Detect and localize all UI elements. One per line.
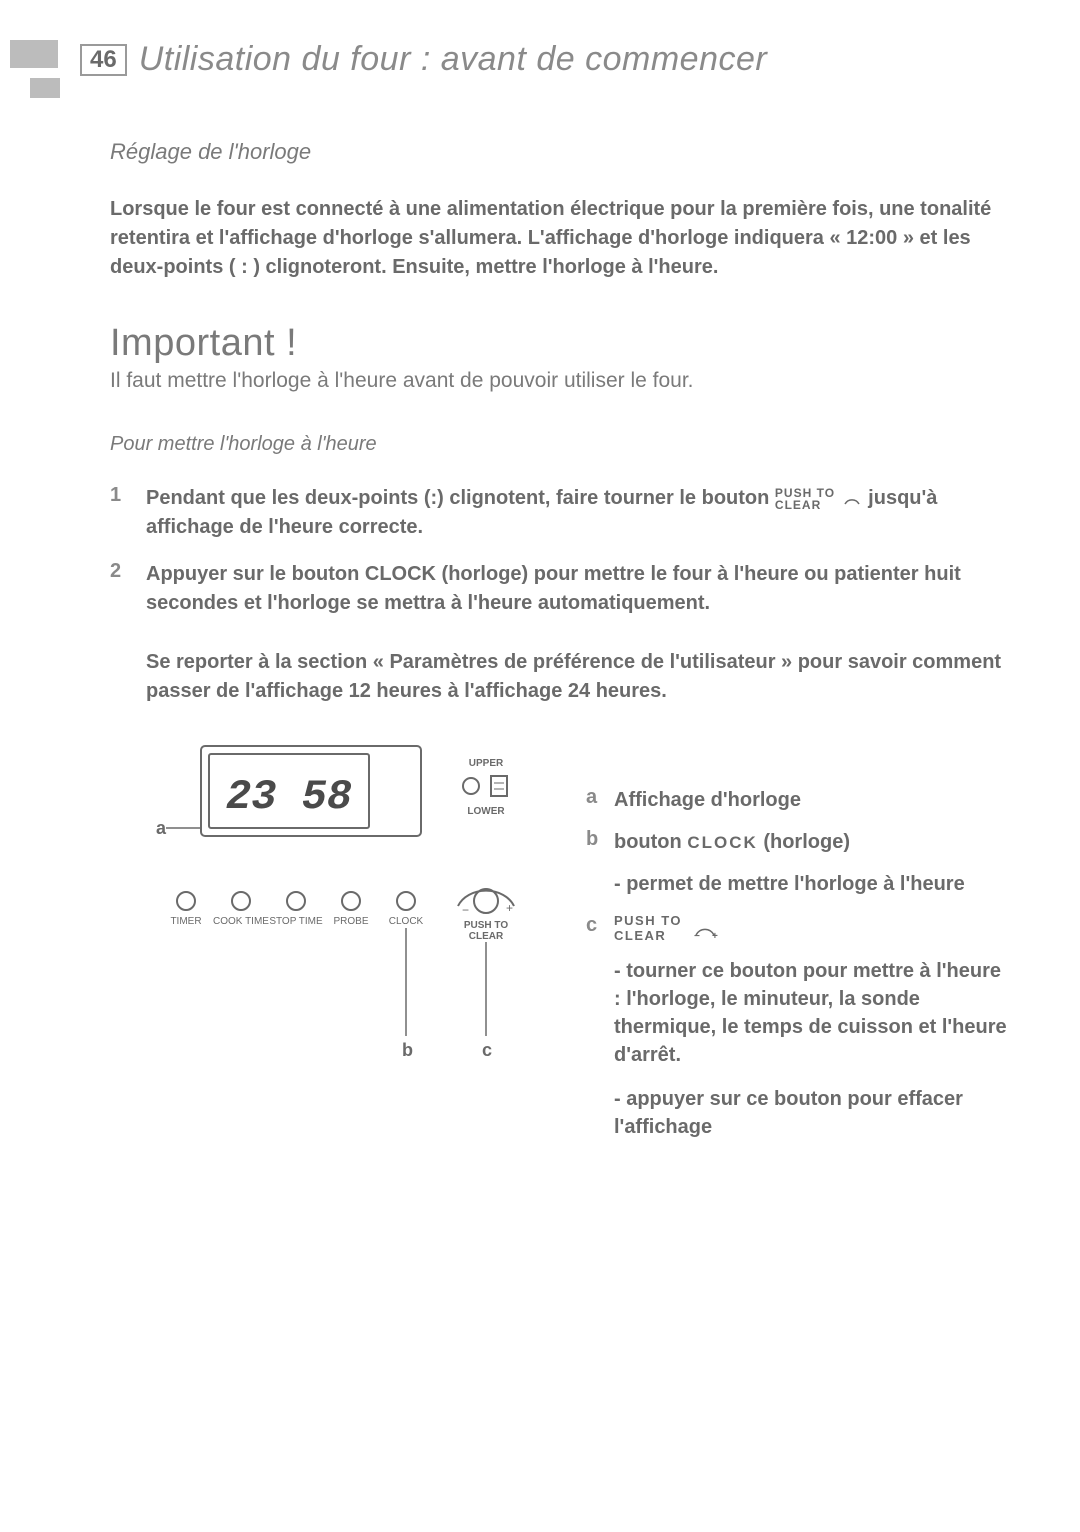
btn-clock: CLOCK [389, 916, 424, 927]
diagram: 23 58 UPPER LOWER a TIMER [146, 736, 526, 1066]
step-text: Appuyer sur le bouton CLOCK (horloge) po… [146, 560, 1010, 618]
top-bar: 46 Utilisation du four : avant de commen… [80, 40, 1010, 79]
dial-arc-icon [841, 490, 863, 508]
svg-text:+: + [712, 931, 718, 939]
lower-label: LOWER [467, 806, 505, 817]
header-decor-block [10, 40, 58, 68]
btn-stoptime: STOP TIME [269, 916, 323, 927]
diagram-row: 23 58 UPPER LOWER a TIMER [146, 736, 1010, 1157]
legend-key: a [586, 786, 602, 814]
control-panel-diagram: 23 58 UPPER LOWER a TIMER [146, 736, 526, 1066]
step-1: 1 Pendant que les deux-points (:) cligno… [110, 484, 1010, 542]
header-decor-block-2 [30, 78, 60, 98]
marker-c: c [482, 1040, 492, 1060]
marker-b: b [402, 1040, 413, 1060]
upper-label: UPPER [469, 758, 504, 769]
clock-display-text: 23 58 [226, 773, 352, 821]
step-number: 1 [110, 484, 128, 542]
legend-key: b [586, 828, 602, 856]
legend-b: b bouton CLOCK (horloge) [586, 828, 1010, 856]
legend-a-text: Affichage d'horloge [614, 786, 801, 814]
step-text: Pendant que les deux-points (:) clignote… [146, 484, 1010, 542]
page-number: 46 [80, 44, 127, 76]
steps-list: 1 Pendant que les deux-points (:) cligno… [110, 484, 1010, 618]
important-heading: Important ! [110, 322, 1010, 365]
intro-paragraph: Lorsque le four est connecté à une alime… [110, 195, 1010, 282]
important-body: Il faut mettre l'horloge à l'heure avant… [110, 369, 1010, 393]
page-title: Utilisation du four : avant de commencer [139, 40, 768, 79]
sub-heading: Pour mettre l'horloge à l'heure [110, 433, 1010, 456]
marker-a: a [156, 818, 167, 838]
legend-b-pre: bouton [614, 831, 687, 853]
svg-text:+: + [506, 901, 513, 915]
btn-probe: PROBE [333, 916, 368, 927]
dial-arc-icon: − + [692, 919, 718, 939]
push-l2: CLEAR [614, 929, 682, 943]
push-to-clear-inline: PUSH TO CLEAR [775, 487, 835, 511]
reference-note: Se reporter à la section « Paramètres de… [146, 648, 1010, 706]
push-l1: PUSH TO [775, 487, 835, 499]
step1-pre: Pendant que les deux-points (:) clignote… [146, 487, 769, 509]
legend-c-sub1: - tourner ce bouton pour mettre à l'heur… [614, 957, 1010, 1069]
legend-b-text: bouton CLOCK (horloge) [614, 828, 850, 856]
legend-b-post: (horloge) [758, 831, 850, 853]
legend-c-text: PUSH TO CLEAR − + [614, 914, 718, 943]
legend: a Affichage d'horloge b bouton CLOCK (ho… [586, 736, 1010, 1157]
legend-key: c [586, 914, 602, 943]
step-number: 2 [110, 560, 128, 618]
btn-cooktime: COOK TIME [213, 916, 269, 927]
legend-c-sub2: - appuyer sur ce bouton pour effacer l'a… [614, 1085, 1010, 1141]
legend-c: c PUSH TO CLEAR − + [586, 914, 1010, 943]
content: Réglage de l'horloge Lorsque le four est… [110, 139, 1010, 1157]
push-to-clear-label: PUSH TO CLEAR [614, 914, 682, 943]
section-heading: Réglage de l'horloge [110, 139, 1010, 165]
dial-push-to: PUSH TO [464, 920, 508, 931]
step-2: 2 Appuyer sur le bouton CLOCK (horloge) … [110, 560, 1010, 618]
legend-a: a Affichage d'horloge [586, 786, 1010, 814]
svg-text:−: − [462, 903, 469, 917]
clock-word: CLOCK [687, 833, 757, 852]
btn-timer: TIMER [170, 916, 201, 927]
page: 46 Utilisation du four : avant de commen… [0, 0, 1080, 1532]
svg-text:−: − [694, 931, 700, 939]
dial-clear: CLEAR [469, 931, 504, 942]
legend-b-sub: - permet de mettre l'horloge à l'heure [614, 870, 1010, 898]
push-l1: PUSH TO [614, 914, 682, 928]
push-l2: CLEAR [775, 499, 835, 511]
page-number-value: 46 [90, 46, 117, 74]
